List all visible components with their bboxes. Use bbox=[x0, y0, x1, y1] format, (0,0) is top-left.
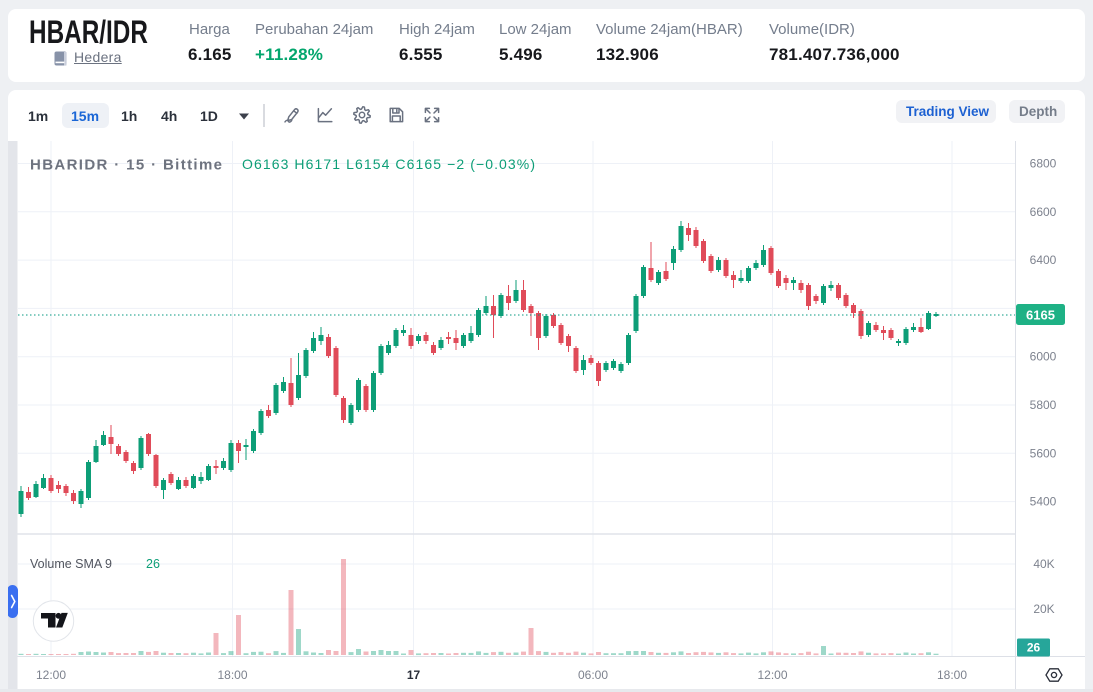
svg-text:5400: 5400 bbox=[1030, 495, 1057, 509]
svg-text:O6163 H6171 L6154 C6165 −2 (−0: O6163 H6171 L6154 C6165 −2 (−0.03%) bbox=[242, 156, 535, 172]
svg-text:06:00: 06:00 bbox=[578, 668, 608, 682]
svg-text:6000: 6000 bbox=[1030, 350, 1057, 364]
svg-text:6800: 6800 bbox=[1030, 157, 1057, 171]
svg-text:12:00: 12:00 bbox=[757, 668, 787, 682]
svg-text:6165: 6165 bbox=[1026, 308, 1055, 323]
svg-text:26: 26 bbox=[146, 557, 160, 571]
svg-text:12:00: 12:00 bbox=[36, 668, 66, 682]
svg-text:6400: 6400 bbox=[1030, 253, 1057, 267]
svg-text:17: 17 bbox=[407, 668, 421, 682]
svg-text:HBARIDR · 15 · Bittime: HBARIDR · 15 · Bittime bbox=[30, 157, 222, 174]
svg-text:26: 26 bbox=[1027, 641, 1041, 655]
svg-text:5800: 5800 bbox=[1030, 398, 1057, 412]
svg-text:Volume SMA 9: Volume SMA 9 bbox=[30, 557, 112, 571]
svg-text:40K: 40K bbox=[1033, 557, 1054, 571]
svg-text:5600: 5600 bbox=[1030, 446, 1057, 460]
svg-text:18:00: 18:00 bbox=[937, 668, 967, 682]
svg-text:6600: 6600 bbox=[1030, 205, 1057, 219]
svg-text:18:00: 18:00 bbox=[217, 668, 247, 682]
svg-text:20K: 20K bbox=[1033, 602, 1054, 616]
